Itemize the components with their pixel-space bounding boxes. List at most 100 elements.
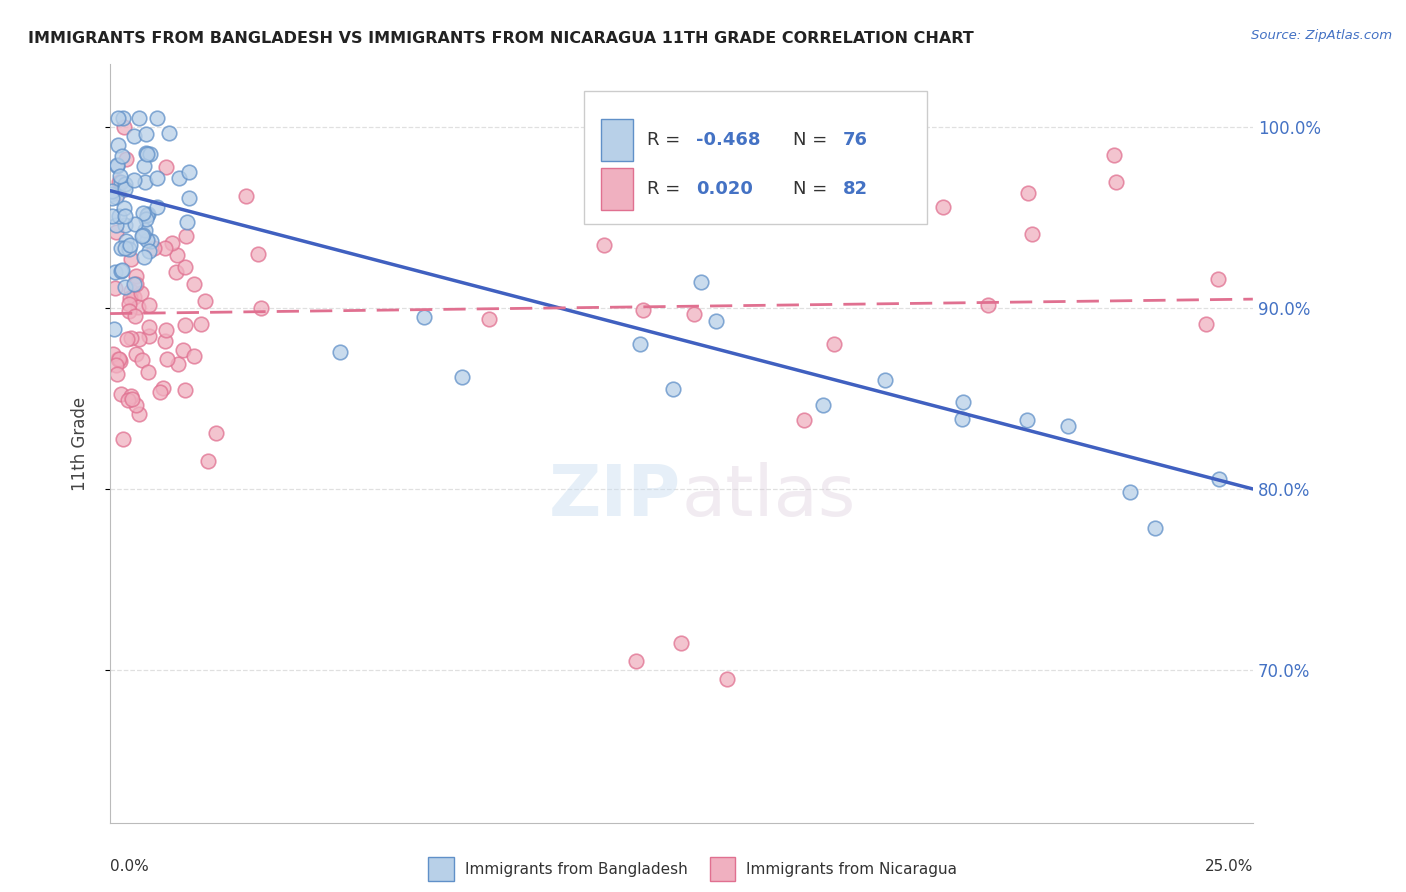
Point (100, 187, 122, 202)
Point (131, 353, 153, 368)
Point (478, 311, 501, 326)
Point (197, 454, 219, 468)
Point (1195, 318, 1218, 332)
Point (1057, 418, 1080, 433)
Point (183, 277, 205, 291)
Point (176, 215, 198, 229)
Bar (602, 169, 634, 211)
Point (873, 373, 896, 387)
Point (122, 173, 145, 187)
Point (165, 265, 187, 279)
Point (1119, 484, 1142, 499)
Text: 25.0%: 25.0% (1205, 859, 1253, 874)
Point (107, 175, 129, 189)
Point (112, 432, 135, 446)
Point (169, 170, 191, 185)
Point (952, 394, 974, 409)
Point (101, 210, 124, 224)
Point (250, 301, 273, 315)
Point (105, 218, 128, 232)
Point (110, 241, 132, 255)
Point (105, 159, 128, 173)
Point (132, 250, 155, 264)
Point (107, 112, 129, 126)
Bar (710, 857, 735, 881)
Text: 82: 82 (842, 180, 868, 198)
Point (104, 358, 127, 372)
Point (107, 352, 129, 367)
Point (111, 262, 134, 277)
Point (1021, 227, 1043, 241)
Point (135, 146, 157, 161)
Point (139, 147, 162, 161)
Point (412, 310, 434, 324)
Point (115, 152, 138, 166)
Point (977, 298, 1000, 312)
Point (174, 229, 197, 244)
Point (628, 337, 651, 351)
Point (135, 128, 157, 142)
Point (115, 332, 138, 346)
Point (108, 352, 131, 367)
Point (110, 175, 132, 189)
Point (1206, 272, 1229, 286)
Point (1105, 175, 1128, 189)
Point (138, 320, 160, 334)
Point (146, 201, 169, 215)
Point (104, 281, 127, 295)
Text: atlas: atlas (682, 462, 856, 532)
Point (157, 126, 180, 140)
Point (120, 252, 142, 267)
Point (662, 382, 685, 396)
Point (131, 228, 153, 243)
Point (120, 331, 142, 345)
Point (138, 244, 160, 259)
Point (152, 381, 174, 395)
Y-axis label: 11th Grade: 11th Grade (72, 397, 89, 491)
Point (166, 357, 188, 371)
Point (177, 191, 200, 205)
Point (1102, 147, 1125, 161)
Text: R =: R = (647, 180, 686, 198)
Bar (602, 120, 634, 161)
Point (190, 317, 212, 331)
Point (122, 290, 145, 304)
Point (149, 385, 172, 400)
Point (122, 277, 145, 291)
Point (105, 190, 128, 204)
Point (132, 205, 155, 219)
Point (160, 236, 183, 251)
Point (631, 302, 654, 317)
Point (118, 304, 141, 318)
Text: Immigrants from Nicaragua: Immigrants from Nicaragua (747, 862, 957, 877)
Point (624, 654, 647, 668)
Point (823, 337, 845, 351)
Point (124, 217, 146, 231)
Text: N =: N = (793, 180, 834, 198)
Point (101, 347, 124, 361)
Point (125, 398, 148, 412)
Point (104, 225, 127, 239)
Point (114, 178, 136, 192)
Point (143, 241, 166, 255)
Point (105, 158, 128, 172)
Point (134, 175, 156, 189)
Point (110, 169, 132, 183)
Point (1017, 186, 1039, 201)
Point (121, 392, 143, 406)
Point (683, 307, 706, 321)
Point (136, 365, 159, 379)
Point (451, 369, 474, 384)
Point (125, 268, 148, 283)
Point (120, 284, 142, 298)
Point (108, 209, 131, 223)
Point (131, 228, 153, 243)
Point (156, 352, 179, 367)
Bar (429, 857, 454, 881)
Point (204, 425, 226, 440)
Point (120, 237, 142, 252)
Point (1143, 521, 1166, 535)
Point (110, 263, 132, 277)
Point (114, 218, 136, 232)
Point (146, 112, 169, 126)
